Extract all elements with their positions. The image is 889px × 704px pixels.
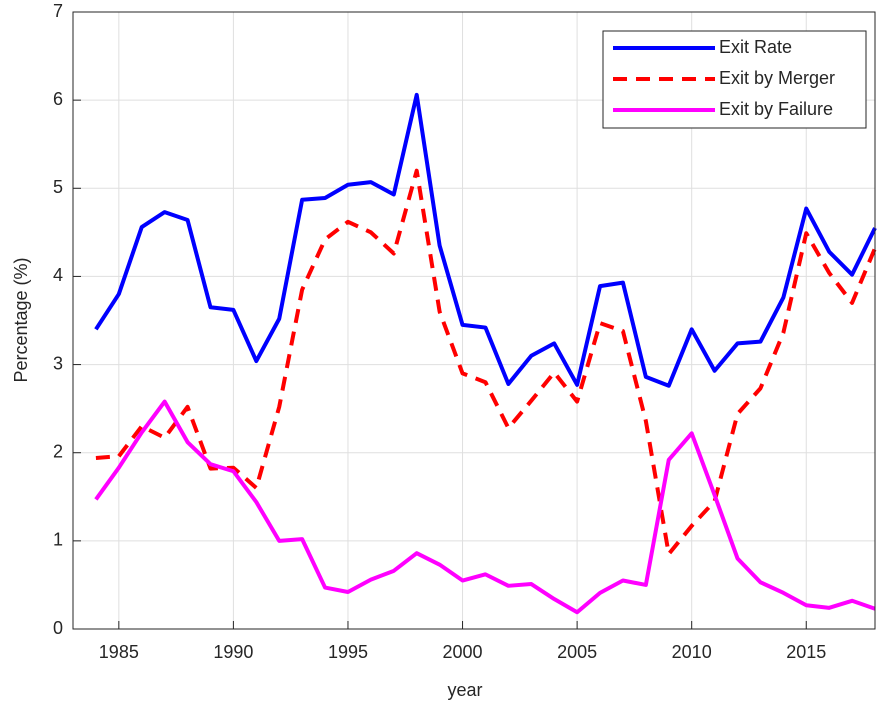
x-tick-label: 2005 bbox=[557, 642, 597, 662]
y-axis-label: Percentage (%) bbox=[11, 257, 31, 382]
x-tick-label: 2010 bbox=[672, 642, 712, 662]
legend: Exit Rate Exit by Merger Exit by Failure bbox=[603, 31, 866, 128]
y-tick-label: 6 bbox=[53, 89, 63, 109]
y-tick-label: 7 bbox=[53, 1, 63, 21]
chart: year Percentage (%) Exit Rate Exit by Mer… bbox=[0, 0, 889, 704]
x-tick-label: 2015 bbox=[786, 642, 826, 662]
legend-label: Exit Rate bbox=[719, 37, 792, 57]
legend-label: Exit by Merger bbox=[719, 68, 835, 88]
x-tick-label: 1985 bbox=[99, 642, 139, 662]
y-tick-label: 2 bbox=[53, 441, 63, 461]
legend-label: Exit by Failure bbox=[719, 99, 833, 119]
y-tick-label: 4 bbox=[53, 265, 63, 285]
y-tick-label: 5 bbox=[53, 177, 63, 197]
y-tick-label: 1 bbox=[53, 530, 63, 550]
x-tick-label: 2000 bbox=[443, 642, 483, 662]
y-tick-label: 0 bbox=[53, 618, 63, 638]
y-tick-label: 3 bbox=[53, 353, 63, 373]
x-tick-label: 1995 bbox=[328, 642, 368, 662]
x-tick-label: 1990 bbox=[213, 642, 253, 662]
x-axis-label: year bbox=[447, 680, 482, 700]
